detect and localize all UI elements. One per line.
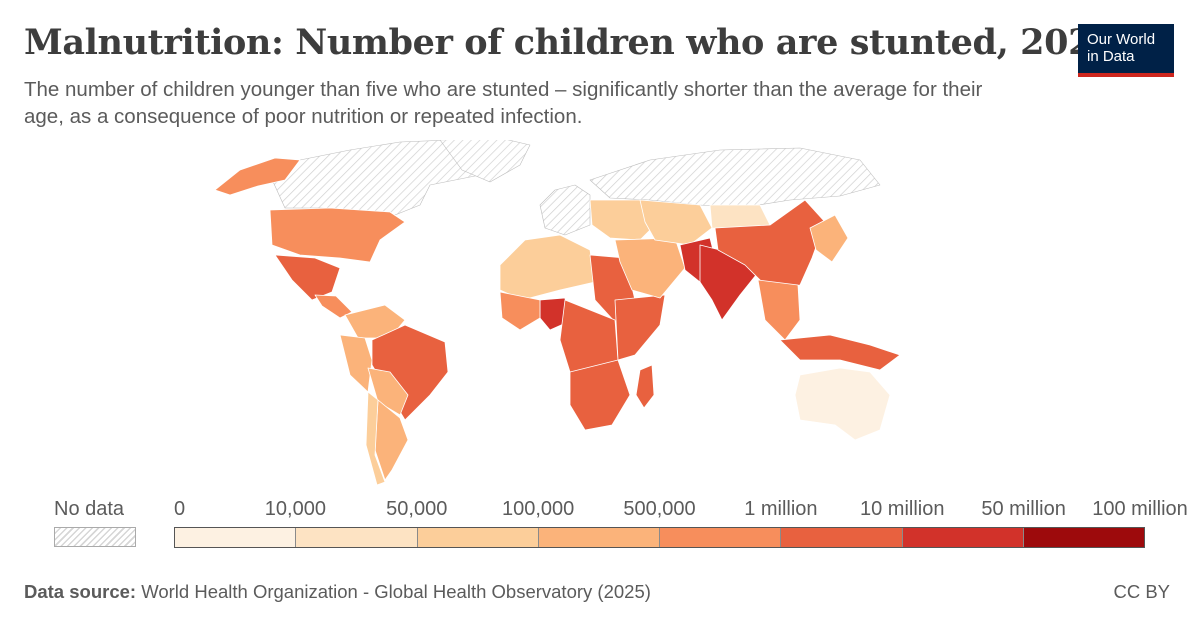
chart-subtitle: The number of children younger than five… [24,78,983,128]
legend-tick-label: 50,000 [386,498,448,520]
legend-no-data-swatch [54,527,136,547]
region-australia[interactable] [794,367,891,441]
region-mexico[interactable] [274,254,341,301]
legend-bin-6[interactable] [902,528,1024,547]
region-indonesia[interactable] [779,334,901,371]
data-source-text[interactable]: World Health Organization - Global Healt… [141,581,651,602]
region-united-states[interactable] [269,207,406,263]
legend-bin-3[interactable] [538,528,660,547]
legend-tick-label: 1 million [744,498,818,520]
region-east-africa[interactable] [614,294,666,361]
region-china[interactable] [714,199,826,291]
legend-tick-label: 50 million [981,498,1066,520]
data-source: Data source: World Health Organization -… [24,581,651,603]
world-map [214,140,901,486]
legend-bin-2[interactable] [417,528,539,547]
region-russia[interactable] [589,147,881,209]
legend-bin-7[interactable] [1023,528,1144,547]
region-southeast-asia[interactable] [757,279,801,341]
chart-title: Malnutrition: Number of children who are… [24,22,1116,63]
legend-tick-label: 10 million [860,498,945,520]
region-chile[interactable] [365,391,386,486]
region-alaska[interactable] [214,157,301,196]
legend-tick-label: 0 [174,498,186,520]
data-source-label: Data source: [24,581,137,602]
region-japan-korea[interactable] [809,214,849,263]
legend-tick-label: 10,000 [264,498,326,520]
legend-bin-5[interactable] [781,528,903,547]
logo-line-1: Our World [1087,31,1156,48]
region-west-africa[interactable] [499,291,541,331]
legend-tick-label: 500,000 [623,498,696,520]
legend-no-data-label: No data [54,498,125,520]
owid-logo[interactable]: Our World in Data [1078,24,1174,77]
region-madagascar[interactable] [635,364,655,409]
legend-color-scale [174,527,1145,548]
legend-tick-label: 100 million [1092,498,1188,520]
region-western-europe[interactable] [539,184,591,236]
region-north-africa-west-[interactable] [499,234,596,301]
legend-bin-1[interactable] [296,528,418,547]
legend-bin-4[interactable] [660,528,782,547]
license[interactable]: CC BY [1113,581,1170,602]
legend-bin-0[interactable] [175,528,297,547]
logo-line-2: in Data [1087,48,1135,65]
region-southern-africa[interactable] [569,359,631,431]
region-bolivia-paraguay[interactable] [367,367,409,416]
legend-tick-label: 100,000 [501,498,575,520]
region-central-asia[interactable] [639,199,713,246]
region-greenland[interactable] [439,140,531,183]
region-peru-ecuador[interactable] [339,334,373,393]
